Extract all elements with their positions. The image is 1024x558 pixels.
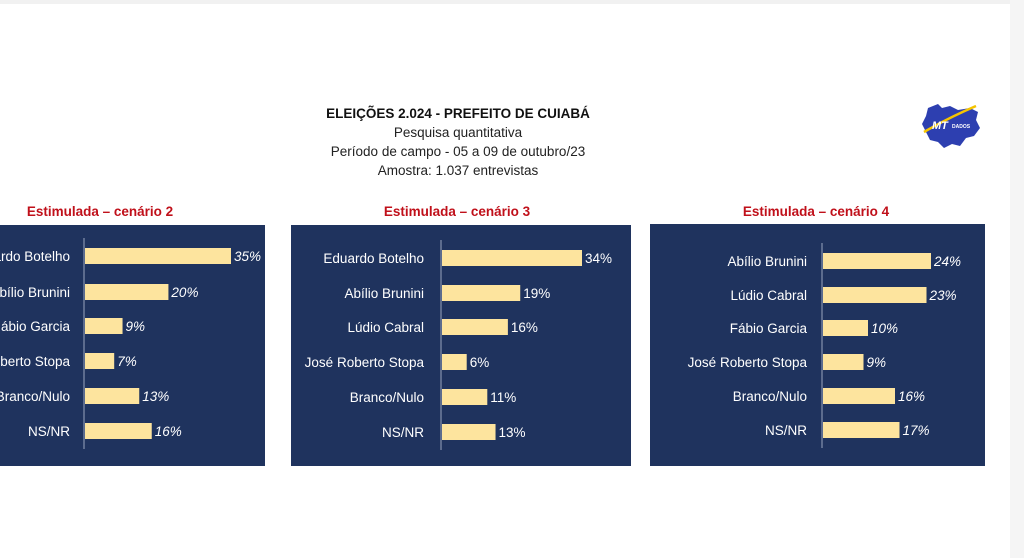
category-label: Abílio Brunini bbox=[344, 286, 424, 301]
category-label: NS/NR bbox=[765, 423, 807, 438]
bar bbox=[823, 253, 931, 269]
category-label: Branco/Nulo bbox=[350, 390, 424, 405]
bar bbox=[85, 353, 115, 369]
bar bbox=[85, 248, 231, 264]
chart-title-cenario-4: Estimulada – cenário 4 bbox=[742, 204, 890, 219]
category-label: Branco/Nulo bbox=[0, 389, 70, 404]
report-title: ELEIÇÕES 2.024 - PREFEITO DE CUIABÁ bbox=[326, 106, 590, 121]
value-label: 19% bbox=[523, 286, 550, 301]
bar bbox=[823, 287, 927, 303]
bar bbox=[442, 424, 496, 440]
chart-panel-cenario-2: ardo Botelho 35% bílio Brunini 20% ábio Garc… bbox=[0, 225, 265, 466]
category-label: Abílio Brunini bbox=[727, 254, 807, 269]
value-label: 16% bbox=[155, 424, 182, 439]
value-label: 7% bbox=[117, 354, 137, 369]
right-edge-shadow bbox=[1010, 0, 1024, 558]
category-label: NS/NR bbox=[382, 425, 424, 440]
logo-text-main: MT bbox=[932, 120, 949, 132]
chart-panel-cenario-3: Eduardo Botelho 34% Abílio Brunini 19% Lúdio… bbox=[291, 225, 631, 466]
category-label: Lúdio Cabral bbox=[730, 288, 807, 303]
report-header: ELEIÇÕES 2.024 - PREFEITO DE CUIABÁ Pesq… bbox=[250, 105, 666, 180]
bar-chart-cenario-3: Eduardo Botelho 34% Abílio Brunini 19% Lúdio… bbox=[305, 240, 612, 450]
value-label: 9% bbox=[867, 355, 887, 370]
bar-chart-cenario-4: Abílio Brunini 24% Lúdio Cabral 23% Fábio Ga… bbox=[688, 243, 961, 448]
value-label: 17% bbox=[903, 423, 930, 438]
mato-grosso-map-logo: MT DADOS bbox=[922, 104, 980, 148]
value-label: 16% bbox=[898, 389, 925, 404]
value-label: 35% bbox=[234, 249, 261, 264]
category-label: José Roberto Stopa bbox=[688, 355, 808, 370]
value-label: 13% bbox=[499, 425, 526, 440]
value-label: 9% bbox=[126, 319, 146, 334]
bar bbox=[442, 285, 521, 301]
category-label: José Roberto Stopa bbox=[305, 355, 425, 370]
category-label: Eduardo Botelho bbox=[323, 251, 424, 266]
category-label: bílio Brunini bbox=[0, 285, 70, 300]
bar-chart-cenario-2: ardo Botelho 35% bílio Brunini 20% ábio Garc… bbox=[0, 238, 261, 449]
report-subtitle: Pesquisa quantitativa bbox=[393, 125, 523, 140]
top-strip bbox=[0, 0, 1024, 4]
category-label: NS/NR bbox=[28, 424, 70, 439]
category-label: ardo Botelho bbox=[0, 249, 70, 264]
logo-text-sub: DADOS bbox=[952, 124, 971, 130]
value-label: 6% bbox=[470, 355, 490, 370]
category-label: ábio Garcia bbox=[1, 319, 71, 334]
category-label: oberto Stopa bbox=[0, 354, 70, 369]
bar bbox=[85, 318, 123, 334]
chart-title-cenario-2: Estimulada – cenário 2 bbox=[26, 204, 174, 219]
category-label: Fábio Garcia bbox=[730, 321, 808, 336]
bar bbox=[442, 354, 467, 370]
value-label: 16% bbox=[511, 320, 538, 335]
bar bbox=[823, 388, 895, 404]
chart-title-cenario-3: Estimulada – cenário 3 bbox=[383, 204, 531, 219]
category-label: Branco/Nulo bbox=[733, 389, 807, 404]
value-label: 10% bbox=[871, 321, 898, 336]
value-label: 11% bbox=[490, 390, 516, 405]
bar bbox=[823, 422, 900, 438]
chart-panel-cenario-4: Abílio Brunini 24% Lúdio Cabral 23% Fábio Ga… bbox=[650, 224, 985, 466]
bar bbox=[85, 284, 169, 300]
bar bbox=[823, 354, 864, 370]
value-label: 24% bbox=[933, 254, 961, 269]
value-label: 20% bbox=[170, 285, 198, 300]
bar bbox=[823, 320, 868, 336]
bar bbox=[442, 250, 582, 266]
value-label: 13% bbox=[142, 389, 169, 404]
value-label: 34% bbox=[585, 251, 612, 266]
report-period: Período de campo - 05 a 09 de outubro/23 bbox=[330, 144, 586, 159]
bar bbox=[442, 389, 488, 405]
value-label: 23% bbox=[929, 288, 957, 303]
bar bbox=[85, 388, 140, 404]
category-label: Lúdio Cabral bbox=[347, 320, 424, 335]
bar bbox=[85, 423, 152, 439]
bar bbox=[442, 319, 508, 335]
report-sample: Amostra: 1.037 entrevistas bbox=[377, 163, 539, 178]
